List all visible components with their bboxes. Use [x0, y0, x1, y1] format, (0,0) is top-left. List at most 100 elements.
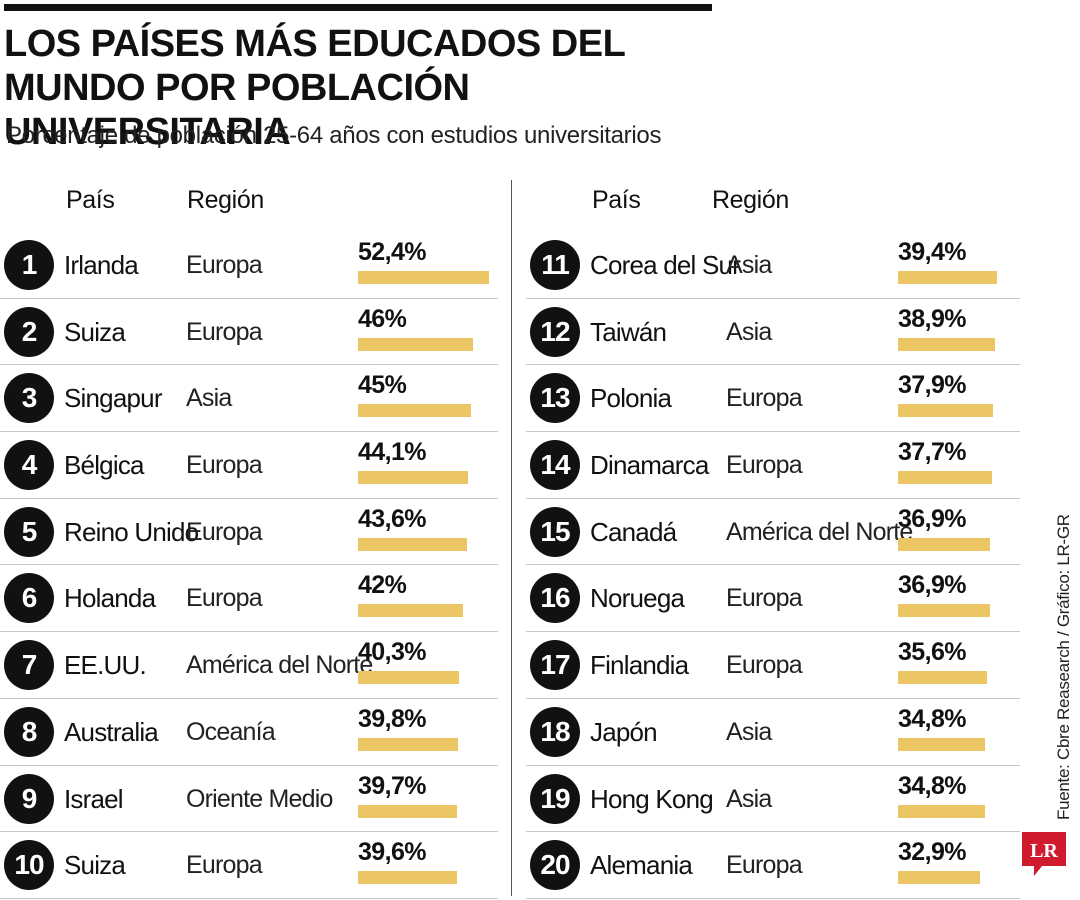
rank-badge: 10: [4, 840, 54, 891]
value-label: 36,9%: [898, 571, 966, 600]
value-bar: [358, 737, 458, 751]
value-bar: [358, 271, 489, 284]
country-name: Alemania: [590, 850, 693, 881]
country-name: Reino Unido: [64, 516, 199, 547]
table-row: 5 Reino Unido Europa 43,6%: [0, 499, 498, 566]
country-name: Canadá: [590, 516, 677, 547]
table-row: 3 Singapur Asia 45%: [0, 365, 498, 433]
country-name: Israel: [64, 783, 124, 814]
country-name: Polonia: [590, 383, 672, 414]
value-bar: [358, 804, 458, 818]
country-name: Irlanda: [64, 250, 139, 280]
region-name: Asia: [726, 717, 772, 746]
region-name: Europa: [726, 584, 803, 613]
rank-badge: 15: [530, 506, 580, 557]
table-row: 19 Hong Kong Asia 34,8%: [526, 766, 1020, 833]
region-name: Europa: [186, 251, 263, 279]
value-label: 44,1%: [358, 438, 426, 467]
value-label: 37,7%: [898, 438, 966, 467]
value-label: 38,9%: [898, 304, 966, 333]
value-bar: [898, 537, 991, 551]
rank-badge: 6: [4, 573, 54, 624]
region-name: América del Norte: [186, 651, 373, 680]
rank-badge: 5: [4, 506, 54, 557]
value-bar: [898, 804, 985, 818]
rank-badge: 7: [4, 640, 54, 691]
chart-subtitle: Porcentaje de población 25-64 años con e…: [6, 122, 662, 149]
country-header: País: [592, 186, 641, 214]
rank-badge: 4: [4, 440, 54, 491]
value-bar: [898, 671, 987, 685]
region-name: Europa: [726, 384, 803, 413]
table-row: 2 Suiza Europa 46%: [0, 299, 498, 366]
region-header: Región: [712, 186, 789, 214]
table-row: 1 Irlanda Europa 52,4%: [0, 232, 498, 299]
country-name: Taiwán: [590, 316, 667, 347]
table-row: 16 Noruega Europa 36,9%: [526, 565, 1020, 633]
country-name: Australia: [64, 716, 159, 747]
country-name: Hong Kong: [590, 783, 714, 814]
value-label: 35,6%: [898, 638, 966, 667]
value-bar: [898, 337, 996, 351]
country-name: Corea del Sur: [590, 250, 741, 280]
region-name: Oriente Medio: [186, 784, 333, 813]
value-bar: [898, 404, 993, 418]
region-name: Europa: [186, 851, 263, 880]
rank-badge: 2: [4, 306, 54, 357]
lr-logo: LR: [1022, 832, 1066, 876]
region-name: Europa: [186, 584, 263, 613]
table-row: 20 Alemania Europa 32,9%: [526, 832, 1020, 899]
table-row: 13 Polonia Europa 37,9%: [526, 365, 1020, 433]
table-row: 4 Bélgica Europa 44,1%: [0, 432, 498, 499]
logo-text: LR: [1030, 840, 1058, 862]
country-name: Holanda: [64, 583, 156, 614]
rank-badge: 13: [530, 373, 580, 424]
table-row: 8 Australia Oceanía 39,8%: [0, 699, 498, 766]
value-bar: [898, 871, 981, 885]
table-row: 10 Suiza Europa 39,6%: [0, 832, 498, 899]
value-label: 46%: [358, 304, 407, 333]
rank-badge: 19: [530, 773, 580, 824]
region-name: Oceanía: [186, 717, 276, 746]
rank-badge: 11: [530, 240, 580, 290]
value-label: 42%: [358, 571, 407, 600]
region-name: Europa: [726, 451, 803, 480]
value-label: 45%: [358, 371, 407, 400]
rank-badge: 3: [4, 373, 54, 424]
region-name: Europa: [726, 851, 803, 880]
rank-badge: 18: [530, 706, 580, 757]
value-bar: [898, 604, 991, 618]
region-name: Europa: [726, 651, 803, 680]
left-column: País Región 1 Irlanda Europa 52,4% 2 Suiza Eur…: [0, 178, 498, 899]
value-bar: [898, 271, 997, 284]
country-name: Suiza: [64, 316, 126, 347]
region-name: Europa: [186, 451, 263, 480]
country-name: Japón: [590, 716, 658, 747]
country-header: País: [66, 186, 115, 214]
region-header: Región: [187, 186, 264, 214]
value-bar: [898, 737, 985, 751]
value-label: 37,9%: [898, 371, 966, 400]
value-label: 39,4%: [898, 238, 966, 266]
value-label: 34,8%: [898, 771, 966, 800]
region-name: Asia: [726, 251, 772, 279]
table-row: 11 Corea del Sur Asia 39,4%: [526, 232, 1020, 299]
region-name: Asia: [726, 317, 772, 346]
country-name: Finlandia: [590, 650, 689, 681]
rank-badge: 12: [530, 306, 580, 357]
ranking-list-right: 11 Corea del Sur Asia 39,4% 12 Taiwán Asia 38,9…: [526, 232, 1020, 899]
rank-badge: 8: [4, 706, 54, 757]
country-name: Noruega: [590, 583, 685, 614]
value-bar: [358, 337, 473, 351]
left-column-header: País Región: [0, 178, 498, 232]
rank-badge: 1: [4, 240, 54, 290]
ranking-list-left: 1 Irlanda Europa 52,4% 2 Suiza Europa 46% 3 Singa…: [0, 232, 498, 899]
rank-badge: 17: [530, 640, 580, 691]
table-row: 7 EE.UU. América del Norte 40,3%: [0, 632, 498, 699]
rank-badge: 16: [530, 573, 580, 624]
right-column: País Región 11 Corea del Sur Asia 39,4% 12 Ta…: [526, 178, 1020, 899]
value-label: 39,7%: [358, 771, 426, 800]
region-name: Europa: [186, 317, 263, 346]
rank-badge: 20: [530, 840, 580, 891]
value-bar: [358, 604, 463, 618]
